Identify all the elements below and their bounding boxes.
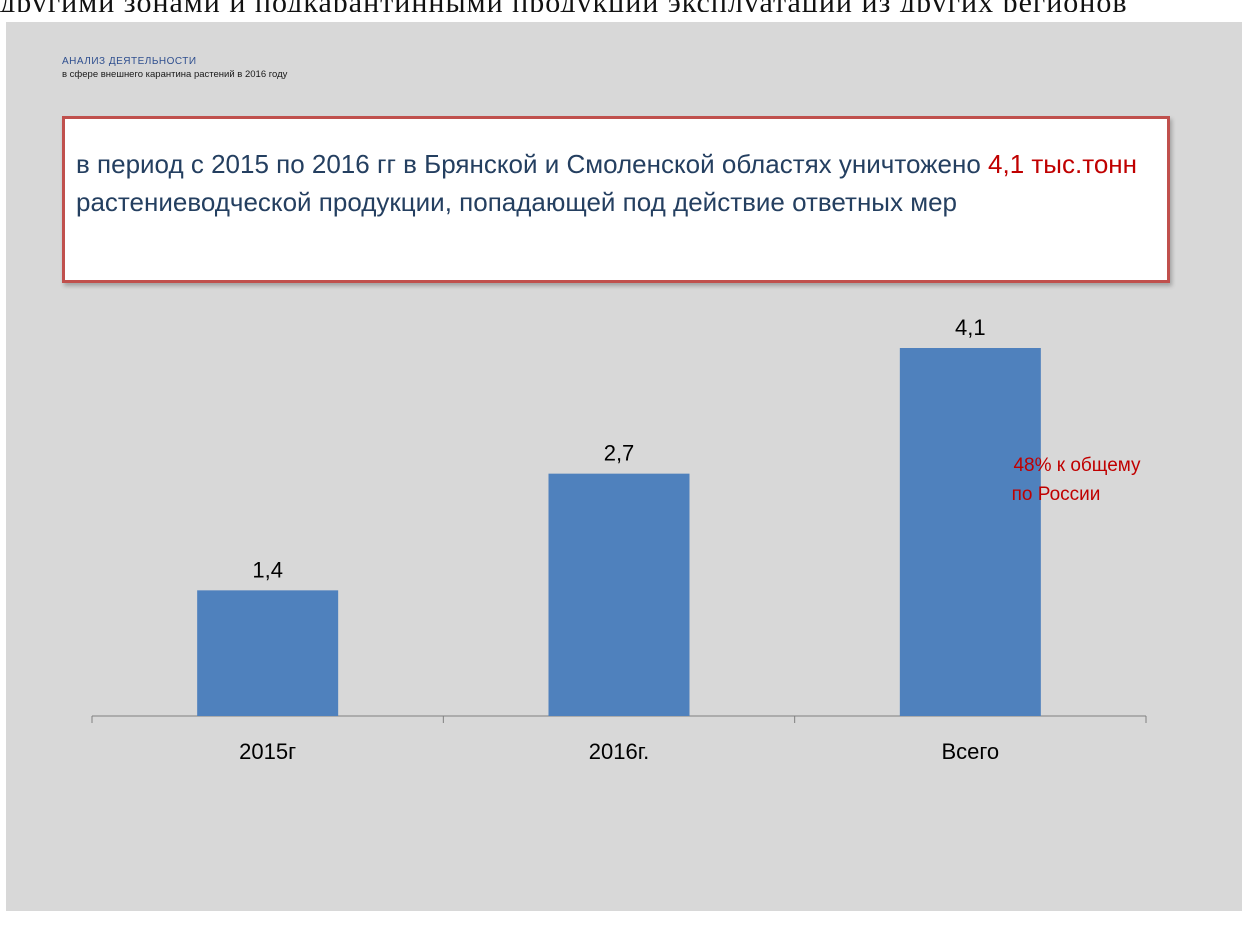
- annotation-line-1: 48% к общему: [1013, 455, 1141, 476]
- category-label-2: 2016г.: [589, 739, 649, 764]
- data-label-1: 1,4: [252, 557, 283, 582]
- annotation-line-2: по России: [1012, 484, 1101, 505]
- x-axis-ticks: [91, 716, 1147, 723]
- data-labels-group: 1,4 2,7 4,1: [252, 315, 985, 582]
- bar-3: [899, 348, 1041, 716]
- message-text-part2: растениеводческой продукции, попадающей …: [76, 187, 958, 217]
- message-box: в период с 2015 по 2016 гг в Брянской и …: [62, 116, 1170, 283]
- bar-1: [197, 590, 339, 716]
- bars-group: [197, 348, 1041, 716]
- slide: АНАЛИЗ ДЕЯТЕЛЬНОСТИ в сфере внешнего кар…: [6, 22, 1242, 911]
- data-label-3: 4,1: [955, 315, 986, 340]
- bar-chart: 1,42,74,1 2015г 2016г. Всего 48% к общему …: [91, 315, 1147, 764]
- bar-2: [548, 473, 690, 716]
- data-label-2: 2,7: [604, 441, 635, 466]
- message-text-part1: в период с 2015 по 2016 гг в Брянской и …: [76, 149, 989, 179]
- top-cropped-text: другими зонами и подкарантинными продукц…: [0, 0, 1246, 12]
- category-label-3: Всего: [941, 739, 999, 764]
- header-subtitle: в сфере внешнего карантина растений в 20…: [62, 69, 288, 80]
- message-highlight: 4,1 тыс.тонн: [988, 149, 1137, 179]
- category-label-1: 2015г: [239, 739, 296, 764]
- category-labels-group: 2015г 2016г. Всего: [239, 739, 999, 764]
- header-title: АНАЛИЗ ДЕЯТЕЛЬНОСТИ: [62, 56, 197, 67]
